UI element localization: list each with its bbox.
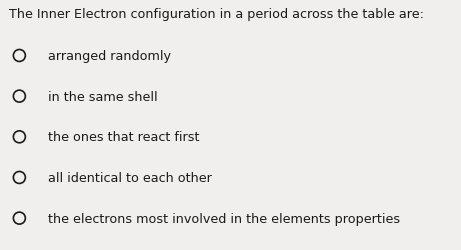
Text: arranged randomly: arranged randomly [48, 50, 171, 63]
Text: in the same shell: in the same shell [48, 90, 158, 103]
Text: all identical to each other: all identical to each other [48, 171, 212, 184]
Text: The Inner Electron configuration in a period across the table are:: The Inner Electron configuration in a pe… [9, 8, 424, 20]
Text: the ones that react first: the ones that react first [48, 131, 200, 144]
Text: the electrons most involved in the elements properties: the electrons most involved in the eleme… [48, 212, 401, 225]
